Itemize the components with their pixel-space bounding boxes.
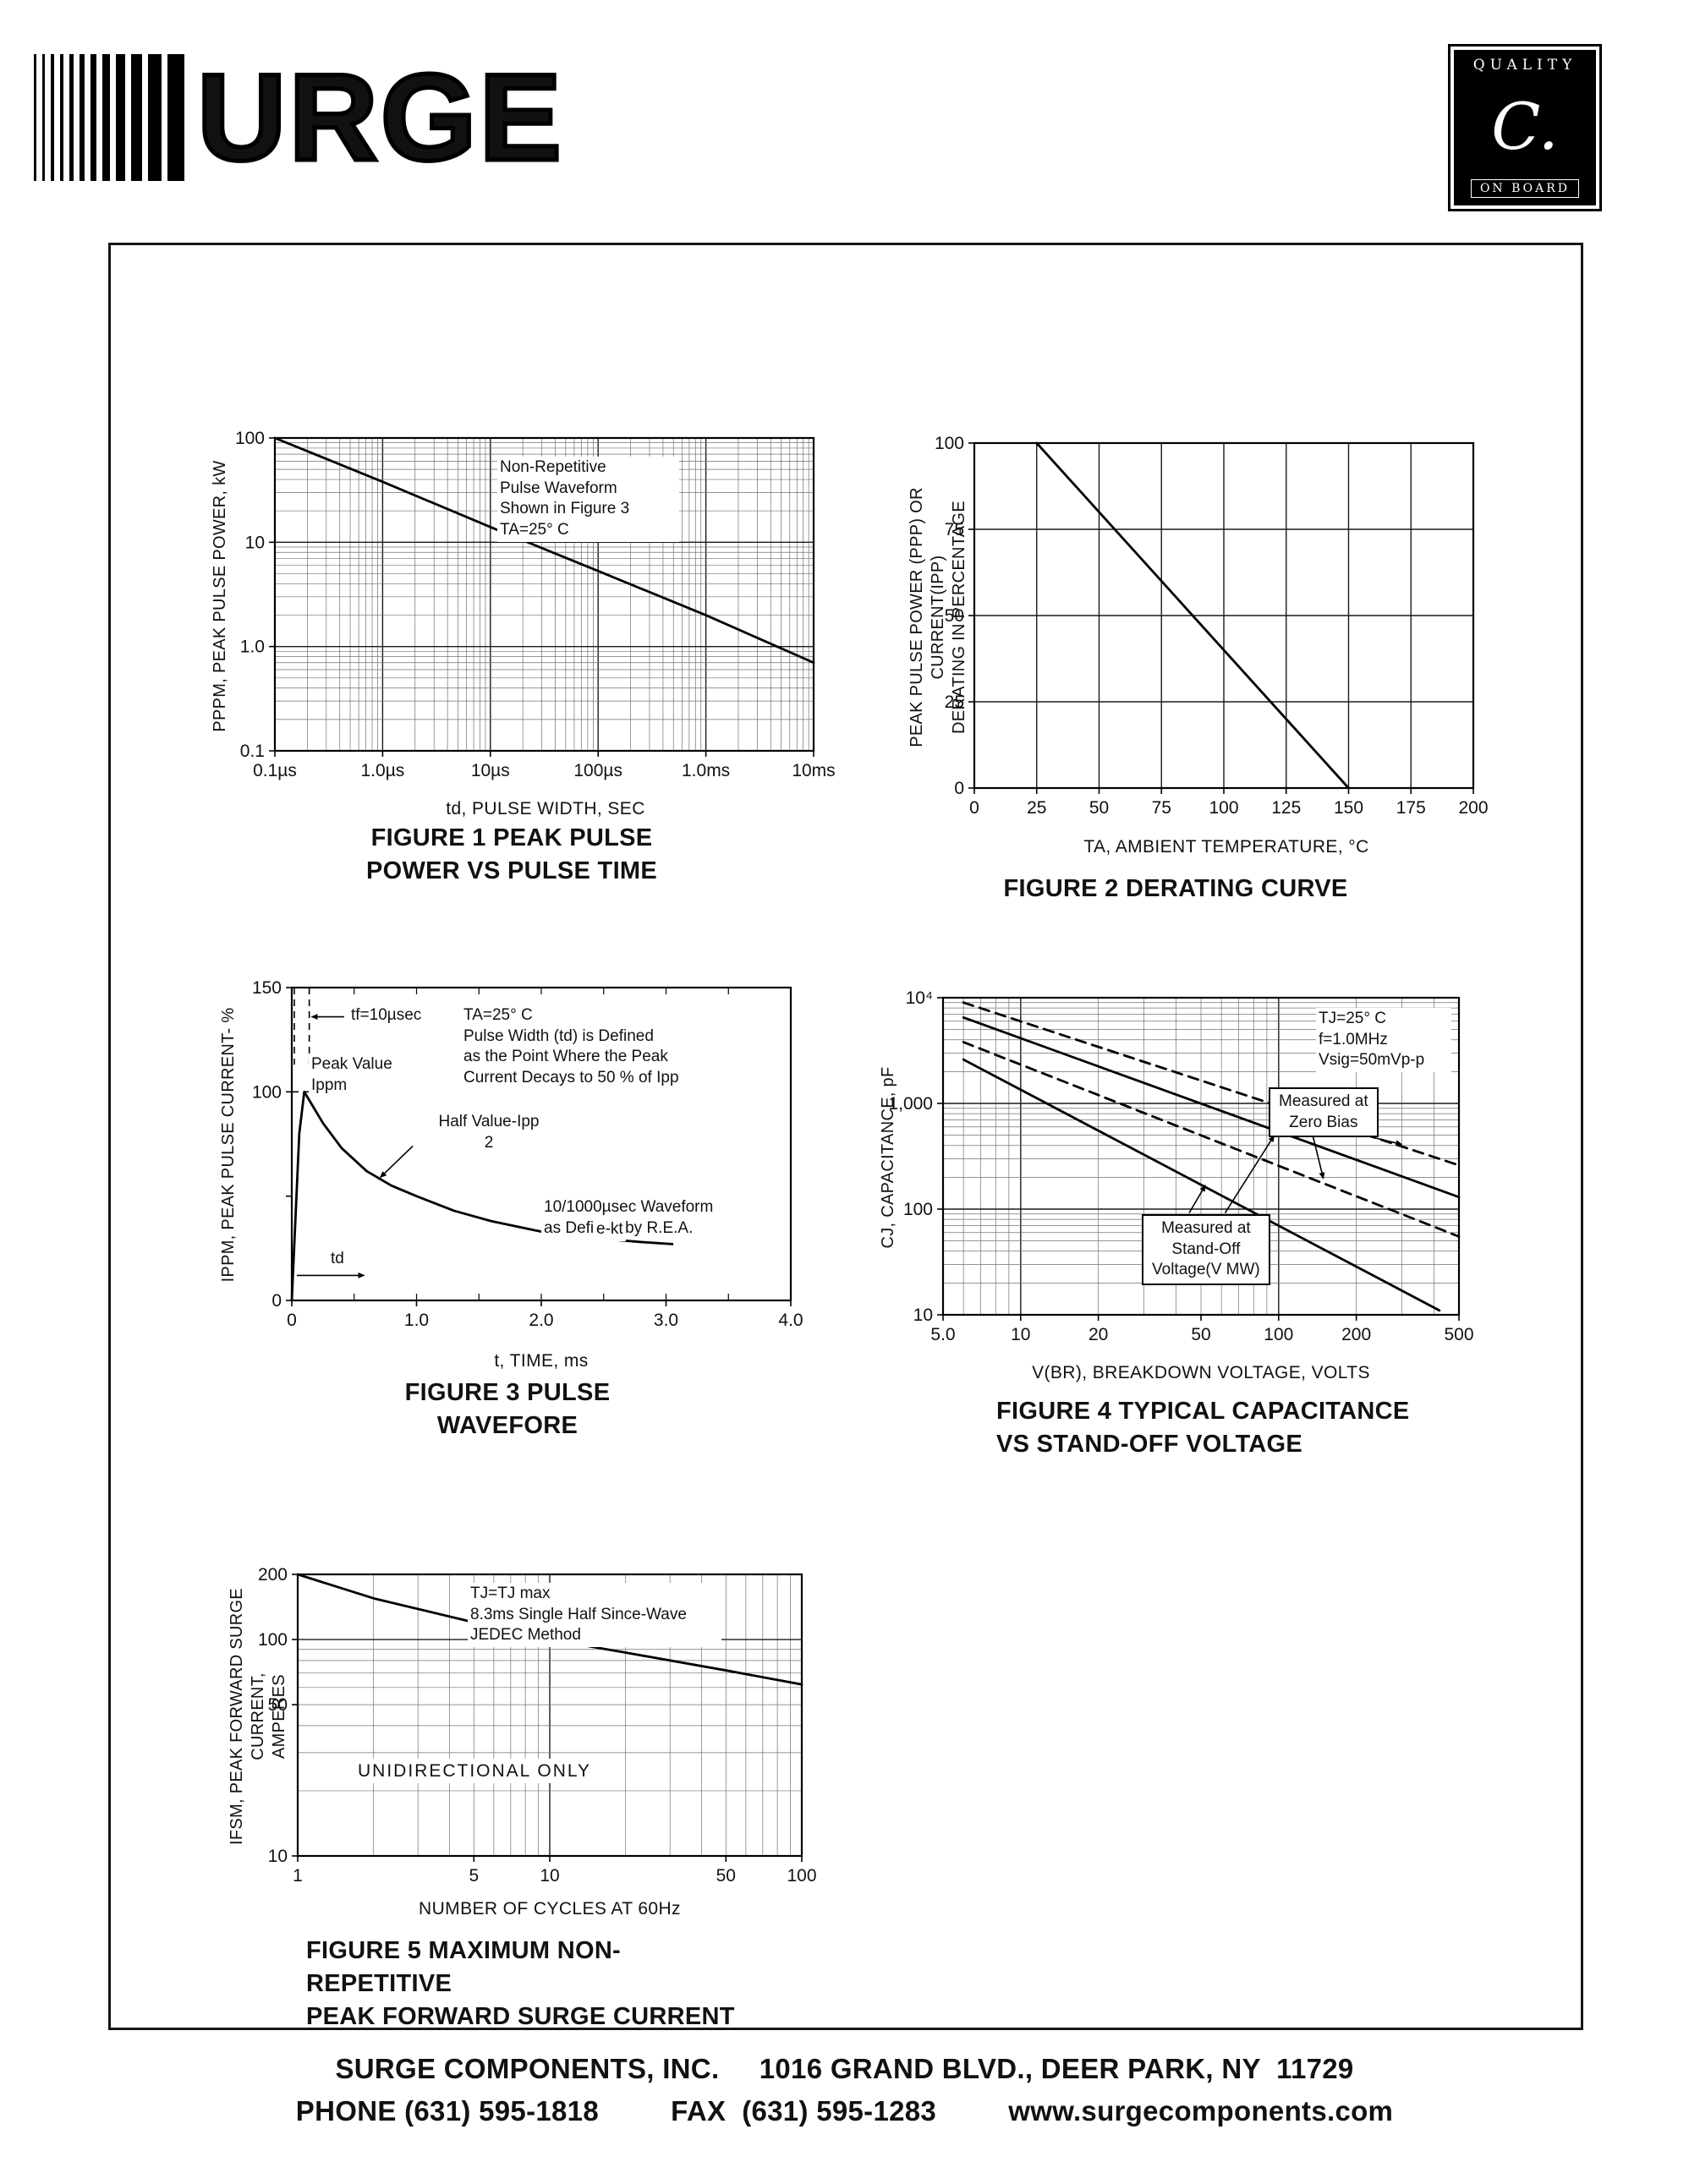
svg-text:50: 50 bbox=[945, 606, 964, 626]
figure3-waveform-note: 10/1000µsec Waveform as Defined by R.E.A… bbox=[541, 1196, 749, 1240]
content-frame bbox=[108, 243, 1583, 2030]
figure5-conditions-note: TJ=TJ max 8.3ms Single Half Since-Wave J… bbox=[468, 1583, 721, 1648]
figure3-tf-label: tf=10µsec bbox=[348, 1004, 425, 1027]
svg-text:0: 0 bbox=[969, 798, 979, 818]
svg-text:75: 75 bbox=[945, 520, 964, 539]
svg-text:200: 200 bbox=[258, 1565, 288, 1585]
svg-text:25: 25 bbox=[1027, 798, 1046, 818]
svg-text:50: 50 bbox=[268, 1695, 288, 1715]
svg-text:0.1: 0.1 bbox=[240, 742, 265, 761]
figure2-caption: FIGURE 2 DERATING CURVE bbox=[1003, 875, 1348, 902]
svg-text:10⁴: 10⁴ bbox=[906, 988, 933, 1008]
svg-text:0.1µs: 0.1µs bbox=[253, 761, 297, 780]
figure4-conditions-note: TJ=25° C f=1.0MHz Vsig=50mVp-p bbox=[1316, 1008, 1451, 1073]
svg-text:2.0: 2.0 bbox=[529, 1311, 553, 1330]
svg-text:0: 0 bbox=[954, 779, 964, 798]
svg-text:1.0µs: 1.0µs bbox=[361, 761, 405, 780]
svg-text:0: 0 bbox=[287, 1311, 297, 1330]
footer-address-line: SURGE COMPONENTS, INC. 1016 GRAND BLVD.,… bbox=[335, 2053, 1354, 2084]
svg-text:100: 100 bbox=[787, 1866, 816, 1886]
figure1-y-axis-title: PPPM, PEAK PULSE POWER, kW bbox=[211, 460, 229, 732]
svg-text:10: 10 bbox=[1011, 1325, 1030, 1344]
svg-text:100µs: 100µs bbox=[573, 761, 622, 780]
svg-text:125: 125 bbox=[1271, 798, 1301, 818]
figure3-caption: FIGURE 3 PULSE WAVEFORE bbox=[404, 1379, 611, 1440]
figure1-note: Non-Repetitive Pulse Waveform Shown in F… bbox=[497, 457, 679, 542]
figure4-x-axis-title: V(BR), BREAKDOWN VOLTAGE, VOLTS bbox=[1032, 1363, 1370, 1382]
surge-logo-stripes bbox=[34, 54, 190, 181]
figure4-standoff-label: Measured at Stand-Off Voltage(V MW) bbox=[1142, 1214, 1270, 1286]
svg-text:10: 10 bbox=[268, 1847, 288, 1866]
quality-badge-top-text: QUALITY bbox=[1472, 57, 1577, 74]
svg-text:75: 75 bbox=[1152, 798, 1171, 818]
quality-badge-monogram: C. bbox=[1491, 88, 1559, 164]
svg-text:500: 500 bbox=[1444, 1325, 1473, 1344]
svg-text:10: 10 bbox=[540, 1866, 559, 1886]
quality-badge-inner: QUALITY C. ON BOARD bbox=[1454, 50, 1596, 205]
footer-contact-line: PHONE (631) 595-1818 FAX (631) 595-1283 … bbox=[295, 2095, 1394, 2127]
svg-text:100: 100 bbox=[252, 1082, 282, 1102]
figure5-y-axis-title: IFSM, PEAK FORWARD SURGE CURRENT, AMPERE… bbox=[228, 1588, 288, 1845]
svg-text:10: 10 bbox=[245, 533, 265, 552]
svg-text:1: 1 bbox=[293, 1866, 303, 1886]
svg-text:25: 25 bbox=[945, 692, 964, 712]
svg-text:50: 50 bbox=[1191, 1325, 1210, 1344]
figure4-zero-bias-label: Measured at Zero Bias bbox=[1269, 1087, 1379, 1138]
surge-logo: URGE bbox=[34, 48, 564, 186]
svg-text:1.0: 1.0 bbox=[240, 638, 265, 657]
svg-text:200: 200 bbox=[1458, 798, 1488, 818]
figure5-plot-canvas: 1 5 10 50 100 10 50 100 200 bbox=[224, 1522, 875, 1924]
figure3-peak-value-label: Peak Value Ippm bbox=[309, 1054, 414, 1097]
svg-text:3.0: 3.0 bbox=[654, 1311, 678, 1330]
svg-text:4.0: 4.0 bbox=[778, 1311, 803, 1330]
figure3-y-axis-title: IPPM, PEAK PULSE CURRENT- % bbox=[219, 1007, 238, 1283]
figure4-plot-canvas: 5.0 10 20 50 100 200 500 10 100 1,000 10⁴ bbox=[871, 943, 1539, 1387]
figure5-unidirectional-label: UNIDIRECTIONAL ONLY bbox=[355, 1759, 595, 1784]
svg-text:100: 100 bbox=[903, 1200, 933, 1219]
svg-text:1.0ms: 1.0ms bbox=[682, 761, 730, 780]
figure3-x-axis-title: t, TIME, ms bbox=[494, 1351, 589, 1371]
svg-text:10µs: 10µs bbox=[471, 761, 510, 780]
figure2-x-axis-title: TA, AMBIENT TEMPERATURE, °C bbox=[1083, 837, 1369, 857]
figure3-definition-note: TA=25° C Pulse Width (td) is Defined as … bbox=[461, 1004, 723, 1090]
figure3-plot-canvas: 0 1.0 2.0 3.0 4.0 0 100 150 bbox=[216, 934, 858, 1361]
svg-text:1,000: 1,000 bbox=[888, 1094, 933, 1114]
svg-text:100: 100 bbox=[1264, 1325, 1293, 1344]
svg-text:100: 100 bbox=[1209, 798, 1238, 818]
figure3-td-label: td bbox=[328, 1248, 347, 1271]
svg-text:10ms: 10ms bbox=[792, 761, 835, 780]
svg-text:50: 50 bbox=[716, 1866, 736, 1886]
svg-text:5.0: 5.0 bbox=[930, 1325, 955, 1344]
svg-text:175: 175 bbox=[1396, 798, 1426, 818]
svg-text:0: 0 bbox=[271, 1291, 282, 1311]
figure1-x-axis-title: td, PULSE WIDTH, SEC bbox=[446, 799, 645, 818]
svg-text:100: 100 bbox=[258, 1630, 288, 1650]
figure1-plot-canvas: 0.1µs 1.0µs 10µs 100µs 1.0ms 10ms 0.1 1.0 10 100 bbox=[203, 385, 846, 820]
figure5-x-axis-title: NUMBER OF CYCLES AT 60Hz bbox=[419, 1899, 681, 1919]
svg-text:150: 150 bbox=[1334, 798, 1363, 818]
svg-text:1.0: 1.0 bbox=[404, 1311, 429, 1330]
figure4-y-axis-title: CJ, CAPACITANCE, pF bbox=[879, 1066, 897, 1249]
figure3-half-value-label: Half Value-Ipp 2 bbox=[421, 1111, 557, 1155]
svg-text:5: 5 bbox=[469, 1866, 479, 1886]
svg-text:150: 150 bbox=[252, 978, 282, 998]
surge-logo-text: URGE bbox=[195, 48, 564, 186]
quality-on-board-badge: QUALITY C. ON BOARD bbox=[1448, 44, 1602, 211]
svg-text:200: 200 bbox=[1341, 1325, 1371, 1344]
figure5-caption: FIGURE 5 MAXIMUM NON-REPETITIVE PEAK FOR… bbox=[306, 1937, 735, 2031]
svg-text:100: 100 bbox=[935, 434, 964, 453]
figure3-ekt-label: e-kt bbox=[594, 1218, 626, 1241]
svg-text:20: 20 bbox=[1089, 1325, 1108, 1344]
figure1-caption: FIGURE 1 PEAK PULSE POWER VS PULSE TIME bbox=[365, 824, 658, 885]
svg-text:50: 50 bbox=[1089, 798, 1109, 818]
quality-badge-bottom-text: ON BOARD bbox=[1470, 179, 1580, 198]
svg-text:100: 100 bbox=[235, 429, 265, 448]
figure4-caption: FIGURE 4 TYPICAL CAPACITANCE VS STAND-OF… bbox=[996, 1398, 1410, 1459]
figure2-y-axis-title: PEAK PULSE POWER (PPP) OR CURRENT(IPP) D… bbox=[908, 487, 968, 747]
figure2-plot-canvas: 0 25 50 75 100 125 150 175 200 0 25 50 75 100 bbox=[901, 389, 1552, 867]
svg-text:10: 10 bbox=[913, 1305, 933, 1325]
